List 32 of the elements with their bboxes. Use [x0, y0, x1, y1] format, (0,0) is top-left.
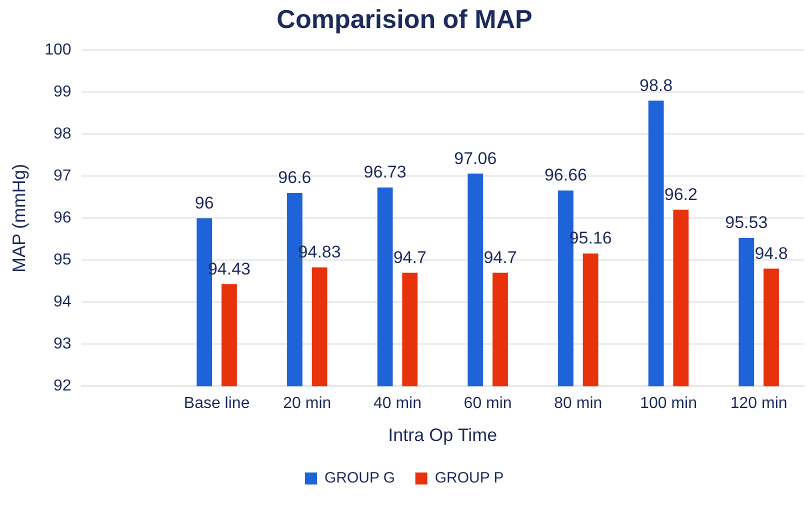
- x-tick-label: 100 min: [640, 395, 697, 412]
- x-tick-label: 60 min: [464, 395, 512, 412]
- y-tick-label: 98: [54, 126, 72, 143]
- y-tick-label: 100: [44, 42, 72, 59]
- data-label: 96.6: [278, 168, 312, 188]
- data-label: 96.2: [664, 184, 698, 204]
- data-label: 95.53: [725, 213, 768, 232]
- data-label: 94.7: [484, 248, 517, 267]
- x-tick-label: 20 min: [283, 395, 332, 412]
- data-label: 94.7: [393, 248, 426, 267]
- data-label: 94.8: [754, 244, 788, 263]
- data-label: 97.06: [454, 148, 497, 168]
- data-label: 96: [194, 193, 214, 212]
- x-tick-label: 120 min: [730, 395, 788, 412]
- y-tick-label: 92: [54, 378, 72, 395]
- y-tick-label: 99: [54, 84, 72, 101]
- x-tick-label: 40 min: [373, 395, 422, 412]
- legend-label: GROUP G: [324, 470, 396, 487]
- y-axis-title: MAP (mmHg): [8, 164, 29, 273]
- y-tick-label: 94: [54, 294, 72, 311]
- data-label: 98.8: [640, 76, 673, 95]
- legend-label: GROUP P: [434, 470, 504, 487]
- x-tick-label: Base line: [184, 395, 250, 412]
- y-tick-label: 96: [54, 210, 72, 227]
- data-label: 96.73: [364, 162, 406, 182]
- y-tick-label: 95: [54, 252, 72, 269]
- y-tick-label: 97: [54, 168, 72, 185]
- x-tick-label: 80 min: [554, 395, 602, 412]
- data-label: 96.66: [544, 166, 588, 185]
- y-tick-label: 93: [54, 336, 72, 353]
- x-axis-title: Intra Op Time: [388, 425, 498, 446]
- chart-title: Comparision of MAP: [276, 4, 532, 34]
